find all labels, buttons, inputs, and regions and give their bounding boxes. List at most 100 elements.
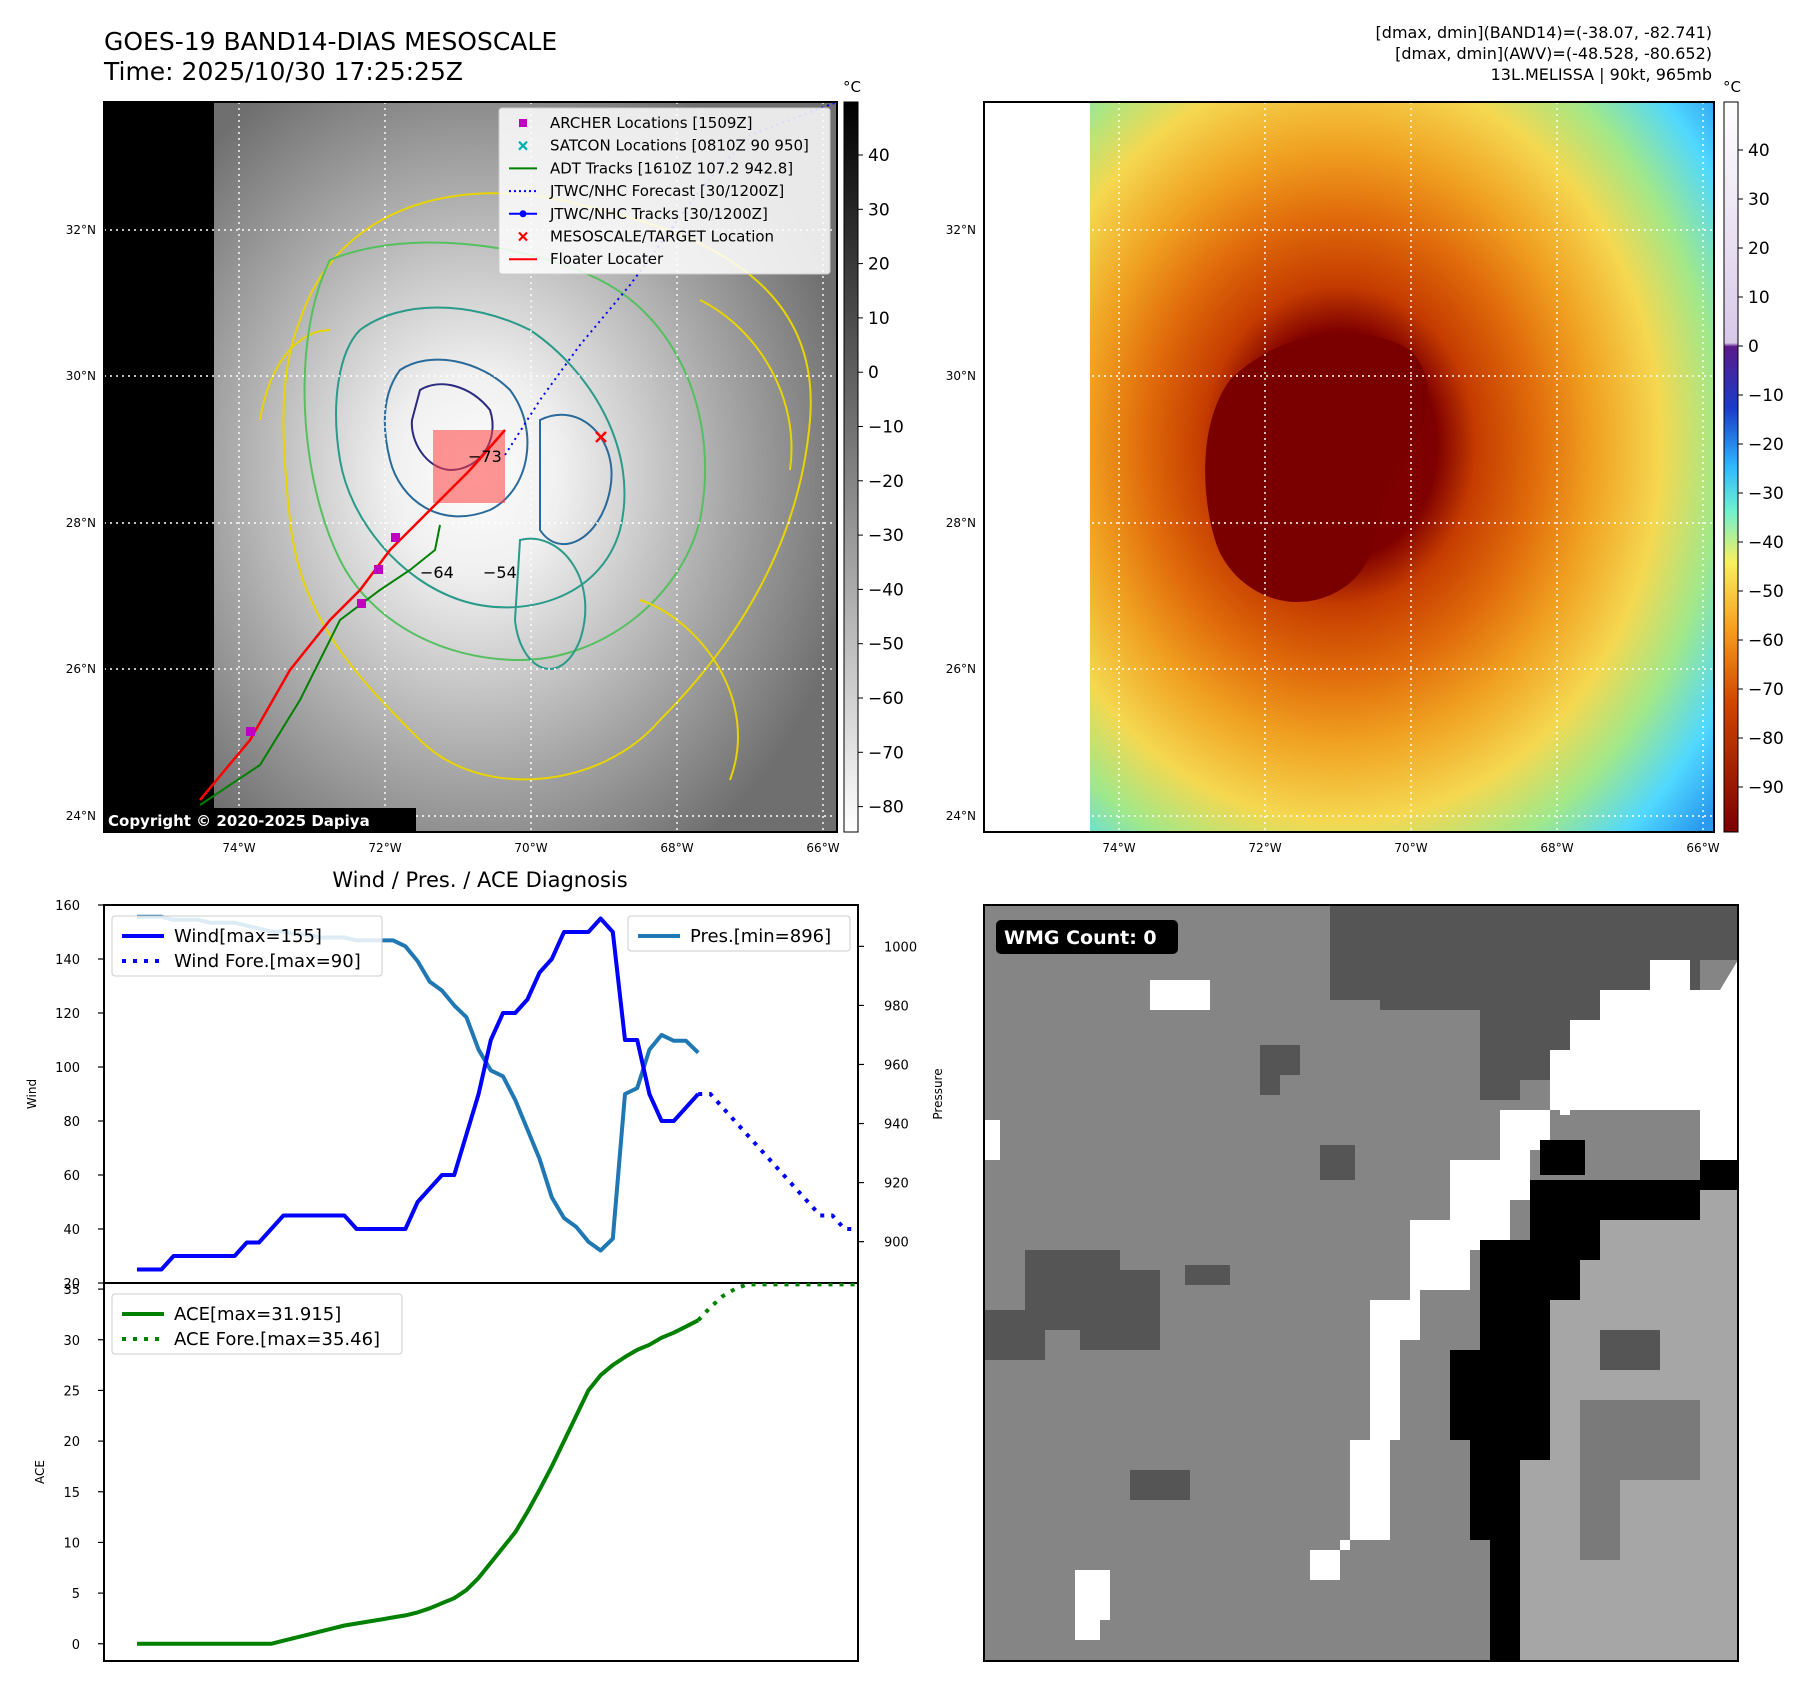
wind-tick-label: 140 [55,953,80,968]
colorbar-tick-label: −20 [868,472,904,492]
awv-colorbar-unit: °C [1723,78,1741,96]
colorbar-tick-label: 20 [868,255,890,275]
awv-map-panel: 32°N 30°N 28°N 26°N 24°N 74°W 72°W 70°W 68°W 66°… [946,78,1784,855]
figure-title: GOES-19 BAND14-DIAS MESOSCALE [104,27,557,56]
wind-forecast-series-line [698,1092,858,1231]
ace-forecast-series-line [696,1283,858,1322]
wind-tick-label: 40 [63,1223,80,1238]
pressure-tick-label: 940 [884,1118,909,1133]
ace-tick-label: 15 [63,1486,80,1501]
legend-label: ACE Fore.[max=35.46] [174,1329,380,1350]
legend-label: Wind[max=155] [174,926,322,947]
legend-item: ARCHER Locations [1509Z] [519,114,753,132]
archer-marker [246,727,255,736]
chart-legend: Wind[max=155] Wind Fore.[max=90] [111,915,383,977]
legend-label: MESOSCALE/TARGET Location [550,228,774,246]
legend-label: ACE[max=31.915] [174,1304,341,1325]
legend-label: JTWC/NHC Forecast [30/1200Z] [549,182,784,200]
ir-lat-labels: 32°N 30°N 28°N 26°N 24°N [66,223,96,823]
ir-frame [103,101,838,833]
lon-tick-label: 68°W [660,841,693,855]
colorbar-tick-label: 40 [868,146,890,166]
pressure-tick-label: 960 [884,1058,909,1073]
legend-marker [519,119,527,127]
colorbar-tick-label: −90 [1748,778,1784,798]
chart-legend: ACE[max=31.915] ACE Fore.[max=35.46] [111,1293,403,1355]
legend-label: SATCON Locations [0810Z 90 950] [550,137,809,155]
colorbar-tick-label: 30 [1748,190,1770,210]
pressure-tick-label: 900 [884,1236,909,1251]
awv-colorbar [1723,101,1739,833]
copyright-badge [104,808,416,832]
ace-tick-label: 20 [63,1435,80,1450]
diagnosis-chart: Wind / Pres. / ACE Diagnosis Wind Pressu… [25,868,945,1662]
contour-label: −73 [468,447,502,466]
awv-colorbar-ticks: 40 30 20 10 0 −10 −20 −30 −40 −50 −60 −70 −80 −90 [1738,141,1784,798]
colorbar-tick-label: 10 [868,309,890,329]
lon-tick-label: 70°W [514,841,547,855]
archer-marker [357,599,366,608]
lat-tick-label: 32°N [66,223,96,237]
lat-tick-label: 32°N [946,223,976,237]
colorbar-tick-label: −60 [868,689,904,709]
wind-tick-label: 60 [63,1169,80,1184]
wind-tick-label: 120 [55,1007,80,1022]
colorbar-tick-label: 40 [1748,141,1770,161]
floater-locater-line [199,429,506,801]
storm-info: 13L.MELISSA | 90kt, 965mb [1491,65,1712,84]
colorbar-tick-label: −70 [1748,680,1784,700]
contour-label: −64 [420,563,454,582]
legend-label: ADT Tracks [1610Z 107.2 942.8] [550,159,793,177]
contour-label: −54 [483,563,517,582]
colorbar-tick-label: −10 [868,418,904,438]
legend-item: Floater Locater [509,250,664,268]
ace-axis-label: ACE [33,1460,47,1484]
colorbar-tick-label: −40 [1748,533,1784,553]
ir-lon-labels: 74°W 72°W 70°W 68°W 66°W [222,841,839,855]
lat-tick-label: 24°N [66,809,96,823]
lon-tick-label: 74°W [222,841,255,855]
wmg-count-text: WMG Count: 0 [1004,927,1157,949]
lat-tick-label: 30°N [66,369,96,383]
lat-tick-label: 30°N [946,369,976,383]
ace-tick-label: 0 [72,1638,80,1653]
legend-item: JTWC/NHC Forecast [30/1200Z] [509,182,784,200]
colorbar-tick-label: −50 [868,635,904,655]
colorbar-tick-label: 20 [1748,239,1770,259]
wind-tick-label: 160 [55,899,80,914]
lon-tick-label: 68°W [1540,841,1573,855]
colorbar-tick-label: −40 [868,580,904,600]
archer-marker [391,533,400,542]
awv-lat-labels: 32°N 30°N 28°N 26°N 24°N [946,223,976,823]
ace-series-line [137,1318,700,1646]
lat-tick-label: 24°N [946,809,976,823]
awv-coldest-core [1205,333,1429,602]
lon-tick-label: 70°W [1394,841,1427,855]
legend-item: MESOSCALE/TARGET Location [518,228,774,246]
pressure-axis-label: Pressure [931,1068,945,1119]
colorbar-tick-label: −80 [868,798,904,818]
copyright-text: Copyright © 2020-2025 Dapiya [108,812,370,830]
ace-tick-label: 10 [63,1536,80,1551]
target-location-marker [595,431,607,443]
lon-tick-label: 72°W [368,841,401,855]
legend-marker [518,140,528,151]
colorbar-tick-label: −70 [868,743,904,763]
colorbar-tick-label: −20 [1748,435,1784,455]
wmg-cells [985,905,1738,1660]
wmg-count-badge [996,920,1178,954]
pressure-tick-label: 920 [884,1177,909,1192]
lon-tick-label: 66°W [806,841,839,855]
band14-stats: [dmax, dmin](BAND14)=(-38.07, -82.741) [1376,23,1712,42]
lat-tick-label: 26°N [66,662,96,676]
awv-lon-labels: 74°W 72°W 70°W 68°W 66°W [1102,841,1719,855]
lon-tick-label: 72°W [1248,841,1281,855]
lon-tick-label: 66°W [1686,841,1719,855]
legend-item: JTWC/NHC Tracks [30/1200Z] [509,205,768,223]
lat-tick-label: 28°N [66,516,96,530]
archer-marker [374,565,383,574]
pressure-tick-label: 1000 [884,940,917,955]
colorbar-tick-label: −10 [1748,386,1784,406]
colorbar-tick-label: −50 [1748,582,1784,602]
legend-marker-dot [519,210,527,218]
